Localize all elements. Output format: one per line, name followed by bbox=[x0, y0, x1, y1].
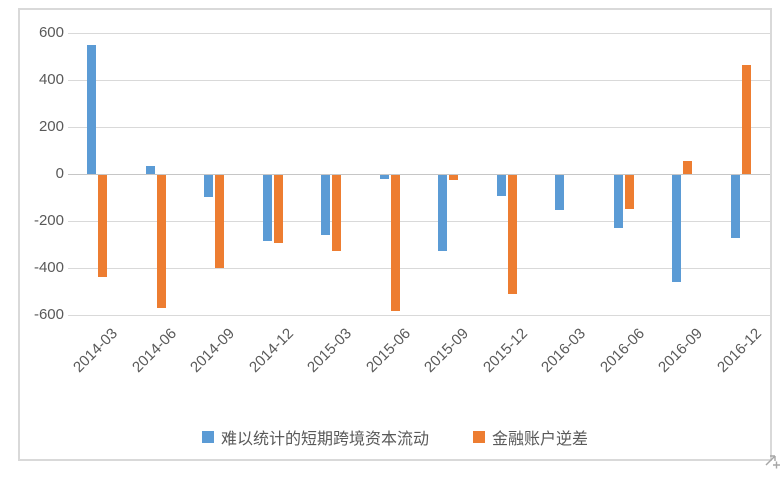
gridline-600 bbox=[68, 33, 770, 34]
y-tick-label-0: 0 bbox=[55, 165, 64, 182]
bar-series0-2015-09 bbox=[438, 175, 448, 252]
x-tick-label-2015-03: 2015-03 bbox=[304, 325, 356, 376]
legend-swatch-orange bbox=[473, 431, 485, 443]
bar-series0-2016-09 bbox=[672, 175, 682, 282]
bar-series1-2016-06 bbox=[624, 175, 634, 210]
bar-series0-2016-03 bbox=[555, 175, 565, 211]
plot-area bbox=[68, 33, 770, 316]
bar-series1-2014-09 bbox=[215, 175, 225, 268]
bar-series0-2015-03 bbox=[321, 175, 331, 235]
chart-frame: 600 400 200 0 -200 -400 -600 2014-03 2014-06 201… bbox=[18, 8, 772, 461]
bar-series1-2015-09 bbox=[449, 175, 459, 180]
bar-series1-2015-12 bbox=[507, 175, 517, 294]
x-tick-label-2015-06: 2015-06 bbox=[362, 325, 414, 376]
y-tick-label-200: 200 bbox=[38, 118, 64, 135]
bar-series1-2014-12 bbox=[273, 175, 283, 244]
bar-series1-2016-09 bbox=[683, 161, 693, 174]
bar-series1-2015-03 bbox=[332, 175, 342, 252]
cursor-artifact-icon bbox=[765, 455, 780, 469]
legend-label-series-1: 金融账户逆差 bbox=[492, 431, 589, 448]
bar-series0-2014-06 bbox=[145, 165, 155, 174]
x-tick-label-2016-06: 2016-06 bbox=[596, 325, 648, 376]
gridline-200 bbox=[68, 127, 770, 128]
gridline-400 bbox=[68, 80, 770, 81]
bar-series0-2015-06 bbox=[379, 175, 389, 179]
x-tick-label-2014-12: 2014-12 bbox=[245, 325, 297, 376]
gridline-0 bbox=[68, 174, 770, 175]
y-tick-label--200: -200 bbox=[33, 212, 64, 229]
legend-item-series-1: 金融账户逆差 bbox=[473, 425, 588, 449]
x-tick-label-2015-09: 2015-09 bbox=[421, 325, 473, 376]
x-tick-label-2014-03: 2014-03 bbox=[70, 325, 122, 376]
legend: 难以统计的短期跨境资本流动 金融账户逆差 bbox=[20, 425, 770, 449]
bar-series0-2014-03 bbox=[87, 44, 97, 174]
x-tick-label-2016-03: 2016-03 bbox=[538, 325, 590, 376]
x-tick-label-2014-09: 2014-09 bbox=[187, 325, 239, 376]
bar-series0-2016-06 bbox=[613, 175, 623, 228]
y-tick-label-400: 400 bbox=[38, 71, 64, 88]
legend-swatch-blue bbox=[201, 431, 214, 443]
legend-label-series-0: 难以统计的短期跨境资本流动 bbox=[220, 431, 429, 448]
bar-series0-2015-12 bbox=[496, 175, 506, 197]
bar-series0-2014-12 bbox=[262, 175, 272, 241]
bar-series0-2016-12 bbox=[730, 175, 740, 239]
legend-item-series-0: 难以统计的短期跨境资本流动 bbox=[201, 425, 429, 449]
x-tick-label-2016-09: 2016-09 bbox=[655, 325, 707, 376]
bar-series1-2016-12 bbox=[741, 64, 751, 174]
y-tick-label--400: -400 bbox=[33, 259, 64, 276]
x-tick-label-2016-12: 2016-12 bbox=[713, 325, 765, 376]
x-tick-label-2014-06: 2014-06 bbox=[128, 325, 180, 376]
gridline--400 bbox=[68, 268, 770, 269]
bar-series1-2014-03 bbox=[98, 175, 108, 278]
bar-series1-2015-06 bbox=[390, 175, 400, 312]
y-tick-label-600: 600 bbox=[38, 24, 64, 41]
x-tick-label-2015-12: 2015-12 bbox=[479, 325, 531, 376]
bar-series1-2014-06 bbox=[156, 175, 166, 308]
gridline--600 bbox=[68, 315, 770, 316]
gridline--200 bbox=[68, 221, 770, 222]
bar-series0-2014-09 bbox=[204, 175, 214, 198]
y-tick-label--600: -600 bbox=[33, 306, 64, 323]
